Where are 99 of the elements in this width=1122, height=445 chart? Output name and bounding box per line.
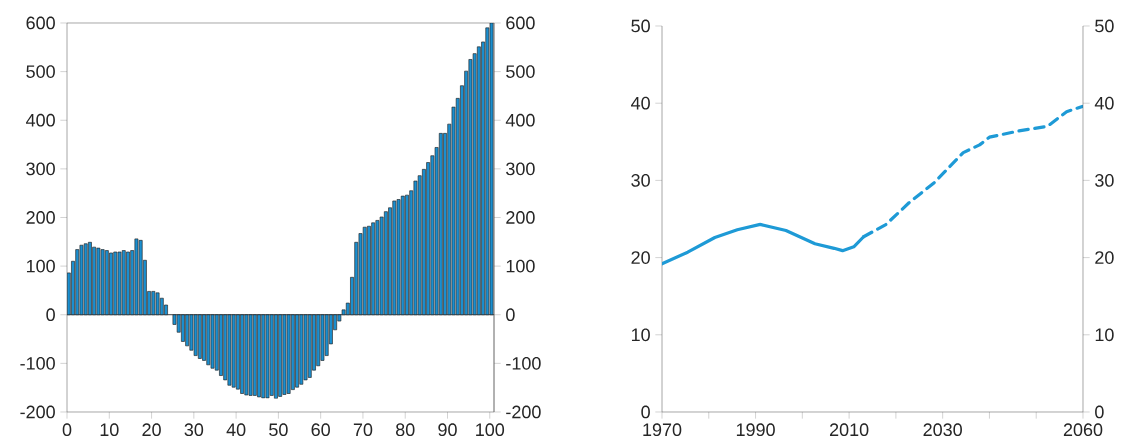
bar bbox=[244, 314, 249, 396]
y2-tick-label: 400 bbox=[26, 113, 55, 127]
y2-tick-label: 200 bbox=[26, 211, 55, 224]
y-tick-label: 500 bbox=[506, 65, 535, 78]
y-tick-label: 20 bbox=[631, 251, 650, 264]
x-tick-label: 1990 bbox=[736, 423, 775, 437]
bar bbox=[92, 246, 97, 316]
y-tick-label: 40 bbox=[631, 96, 650, 110]
y2-tick-label: 100 bbox=[26, 259, 55, 273]
bar bbox=[261, 314, 266, 399]
bar bbox=[362, 226, 367, 316]
bar bbox=[278, 314, 283, 397]
x-tick-label: 2010 bbox=[829, 423, 869, 437]
x-tick-label: 100 bbox=[476, 423, 505, 437]
y2-tick-label: 50 bbox=[1095, 19, 1114, 33]
bar bbox=[316, 314, 321, 367]
bar bbox=[371, 222, 376, 316]
bar bbox=[231, 314, 236, 388]
bar bbox=[286, 314, 291, 394]
y-tick-label: 50 bbox=[631, 19, 650, 33]
y-tick-label: 0 bbox=[641, 405, 650, 419]
bar bbox=[185, 314, 190, 347]
bar bbox=[383, 211, 388, 316]
bar bbox=[290, 314, 295, 390]
x-tick-label: 1970 bbox=[643, 423, 682, 437]
bar bbox=[117, 251, 122, 316]
y2-tick-label: 20 bbox=[1095, 251, 1114, 264]
bar bbox=[138, 240, 143, 316]
x-tick-label: 10 bbox=[100, 423, 119, 437]
y2-tick-label: -100 bbox=[20, 356, 55, 370]
y-tick-label: 300 bbox=[506, 162, 535, 176]
bar bbox=[375, 220, 380, 316]
bar bbox=[104, 250, 109, 316]
y-tick-label: 100 bbox=[506, 259, 535, 273]
y-tick-label: 10 bbox=[631, 328, 650, 342]
bar bbox=[83, 243, 88, 316]
y2-tick-label: 0 bbox=[46, 308, 55, 322]
bar bbox=[265, 314, 270, 399]
x-tick-label: 2060 bbox=[1063, 423, 1103, 437]
bar bbox=[367, 225, 371, 316]
bar bbox=[75, 249, 80, 316]
bar bbox=[155, 292, 160, 316]
y2-tick-label: 500 bbox=[26, 65, 55, 78]
bar bbox=[489, 22, 494, 316]
y-tick-label: 30 bbox=[631, 174, 650, 187]
x-tick-label: 40 bbox=[226, 423, 246, 437]
bar bbox=[485, 27, 490, 316]
y-tick-label: 400 bbox=[505, 113, 535, 127]
bar bbox=[235, 314, 240, 390]
bar bbox=[109, 252, 113, 316]
bar bbox=[257, 314, 261, 398]
x-tick-label: 50 bbox=[269, 423, 288, 437]
y-tick-label: -100 bbox=[506, 356, 541, 370]
bar bbox=[392, 200, 397, 316]
bar bbox=[96, 247, 101, 316]
x-tick-label: 60 bbox=[311, 423, 330, 437]
bar bbox=[282, 314, 287, 395]
bar bbox=[248, 314, 253, 396]
x-tick-label: 70 bbox=[353, 423, 373, 437]
bar bbox=[206, 314, 211, 366]
bar bbox=[400, 195, 405, 316]
y2-tick-label: 300 bbox=[26, 162, 55, 176]
y2-tick-label: -200 bbox=[20, 405, 55, 419]
bar bbox=[396, 199, 401, 316]
y-tick-label: 0 bbox=[506, 308, 515, 322]
bar bbox=[227, 314, 232, 386]
x-tick-label: 30 bbox=[184, 423, 204, 437]
bar bbox=[121, 250, 126, 316]
bar bbox=[252, 314, 257, 396]
bar bbox=[202, 314, 206, 361]
bar bbox=[151, 291, 156, 316]
x-tick-label: 2030 bbox=[923, 423, 962, 437]
x-tick-label: 20 bbox=[142, 423, 161, 437]
x-tick-label: 0 bbox=[62, 423, 72, 437]
y2-tick-label: 40 bbox=[1094, 96, 1114, 110]
bar bbox=[113, 251, 118, 316]
bar bbox=[299, 314, 304, 385]
y2-tick-label: 0 bbox=[1095, 405, 1104, 419]
bar bbox=[405, 194, 409, 316]
bar bbox=[126, 251, 130, 316]
y-tick-label: 600 bbox=[506, 16, 535, 30]
y2-tick-label: 10 bbox=[1095, 328, 1114, 342]
bar bbox=[438, 133, 443, 316]
y2-tick-label: 30 bbox=[1095, 174, 1114, 187]
bar bbox=[193, 314, 198, 356]
bar bbox=[210, 314, 215, 369]
bar bbox=[307, 314, 312, 378]
y2-tick-label: 600 bbox=[26, 16, 55, 30]
y-tick-label: -200 bbox=[506, 405, 541, 419]
bar bbox=[303, 314, 308, 381]
bar bbox=[134, 238, 139, 316]
bar bbox=[240, 314, 245, 394]
bar bbox=[269, 314, 274, 396]
bar bbox=[100, 249, 105, 316]
y-tick-label: 200 bbox=[506, 211, 535, 224]
bar bbox=[79, 244, 84, 316]
bar bbox=[197, 314, 202, 359]
x-tick-label: 90 bbox=[438, 423, 457, 437]
x-tick-label: 80 bbox=[395, 423, 415, 437]
